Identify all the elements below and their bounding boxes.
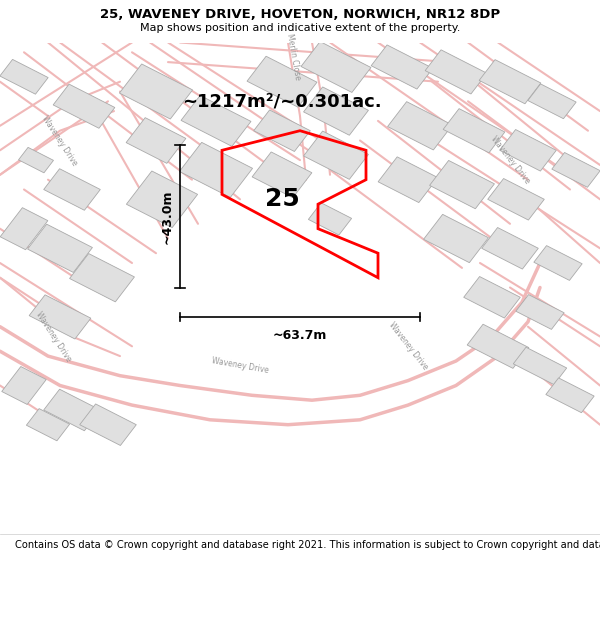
Polygon shape — [488, 179, 544, 220]
Polygon shape — [254, 110, 310, 151]
Polygon shape — [534, 246, 582, 281]
Polygon shape — [19, 148, 53, 173]
Polygon shape — [252, 152, 312, 198]
Polygon shape — [70, 254, 134, 302]
Polygon shape — [304, 87, 368, 135]
Polygon shape — [0, 59, 48, 94]
Polygon shape — [424, 214, 488, 262]
Polygon shape — [513, 348, 567, 384]
Polygon shape — [516, 294, 564, 329]
Polygon shape — [29, 295, 91, 339]
Text: Waveney Drive: Waveney Drive — [34, 310, 74, 363]
Polygon shape — [552, 152, 600, 188]
Polygon shape — [126, 118, 186, 163]
Polygon shape — [308, 202, 352, 235]
Polygon shape — [500, 129, 556, 171]
Polygon shape — [425, 50, 487, 94]
Polygon shape — [371, 45, 433, 89]
Polygon shape — [304, 131, 368, 179]
Polygon shape — [127, 171, 197, 227]
Polygon shape — [44, 389, 100, 431]
Polygon shape — [464, 276, 520, 318]
Polygon shape — [378, 157, 438, 202]
Text: ~63.7m: ~63.7m — [273, 329, 327, 342]
Polygon shape — [430, 161, 494, 209]
Polygon shape — [179, 142, 253, 198]
Text: Contains OS data © Crown copyright and database right 2021. This information is : Contains OS data © Crown copyright and d… — [15, 540, 600, 550]
Polygon shape — [80, 404, 136, 446]
Text: Waveney Drive: Waveney Drive — [386, 321, 430, 372]
Polygon shape — [247, 56, 317, 107]
Text: Waveney Drive: Waveney Drive — [211, 356, 269, 376]
Polygon shape — [28, 224, 92, 272]
Text: Waveney Drive: Waveney Drive — [488, 134, 532, 186]
Polygon shape — [301, 41, 371, 92]
Polygon shape — [26, 409, 70, 441]
Polygon shape — [528, 84, 576, 119]
Text: ~43.0m: ~43.0m — [160, 189, 173, 244]
Polygon shape — [546, 378, 594, 412]
Polygon shape — [2, 366, 46, 404]
Polygon shape — [44, 169, 100, 210]
Text: 25, WAVENEY DRIVE, HOVETON, NORWICH, NR12 8DP: 25, WAVENEY DRIVE, HOVETON, NORWICH, NR1… — [100, 9, 500, 21]
Polygon shape — [181, 96, 251, 146]
Polygon shape — [443, 109, 505, 152]
Polygon shape — [388, 102, 452, 150]
Polygon shape — [479, 59, 541, 104]
Polygon shape — [482, 228, 538, 269]
Polygon shape — [467, 324, 529, 368]
Polygon shape — [0, 208, 48, 250]
Polygon shape — [119, 64, 193, 119]
Text: Waveney Drive: Waveney Drive — [40, 114, 80, 167]
Text: Merlin Close: Merlin Close — [286, 33, 302, 81]
Text: 25: 25 — [265, 188, 299, 211]
Text: Map shows position and indicative extent of the property.: Map shows position and indicative extent… — [140, 23, 460, 33]
Text: ~1217m²/~0.301ac.: ~1217m²/~0.301ac. — [182, 92, 382, 110]
Polygon shape — [53, 84, 115, 128]
